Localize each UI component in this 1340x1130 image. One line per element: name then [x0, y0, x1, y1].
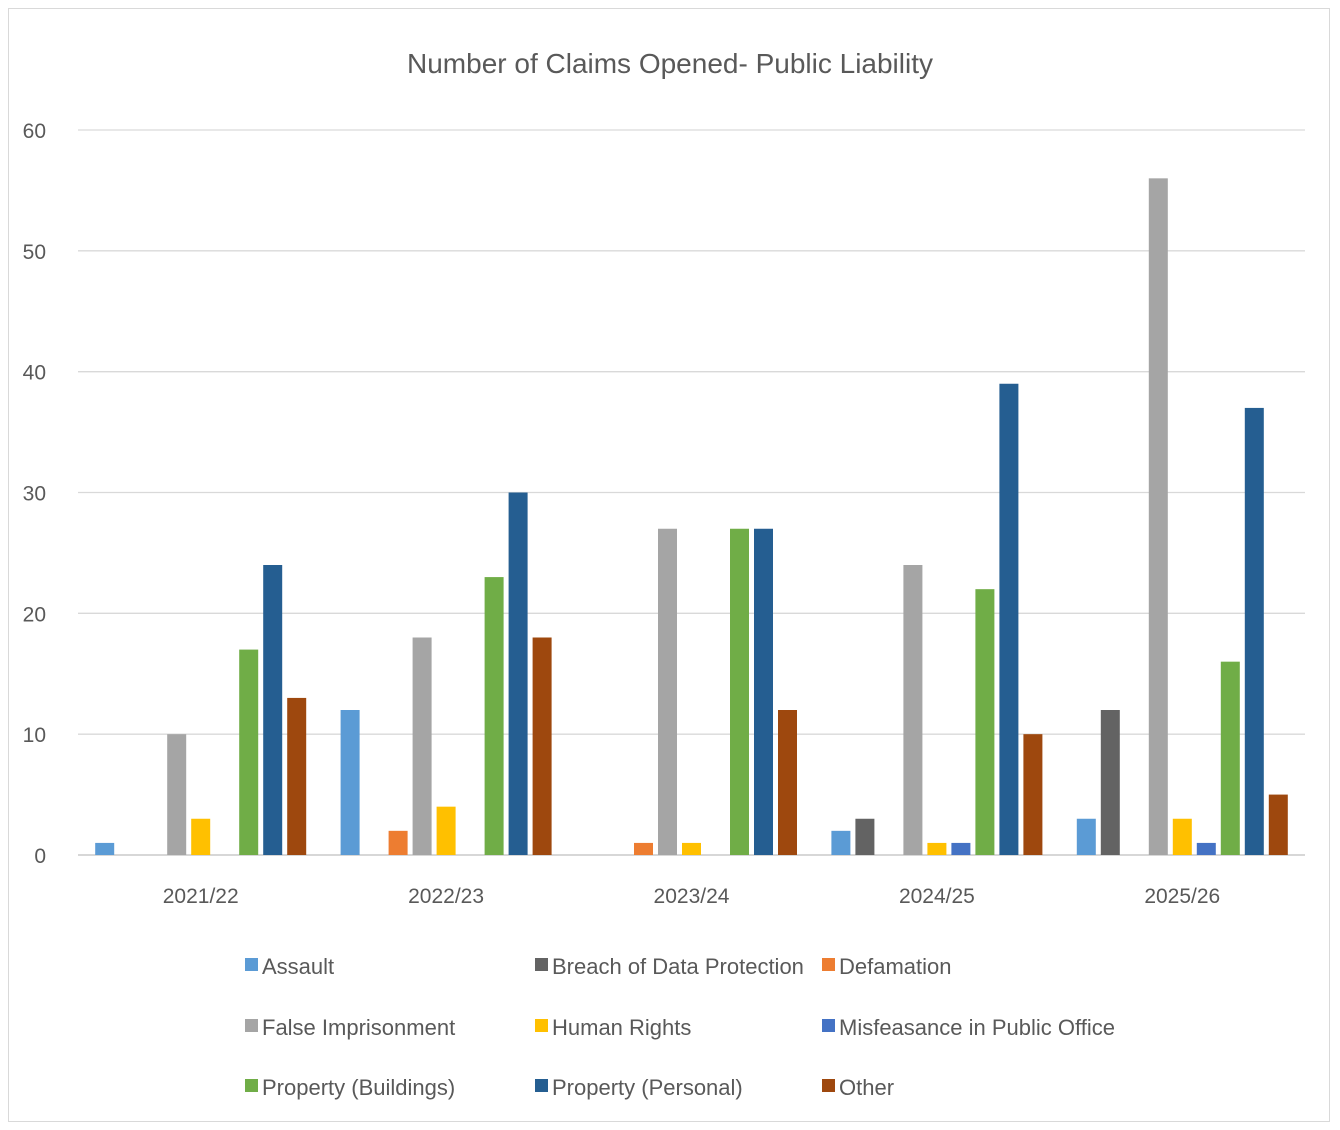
- legend-swatch: [245, 1019, 258, 1032]
- gridlines: [78, 129, 1305, 856]
- legend-label: Breach of Data Protection: [552, 954, 804, 979]
- bar: [1268, 794, 1288, 855]
- bar: [975, 589, 995, 855]
- legend-swatch: [535, 1079, 548, 1092]
- legend-label: Property (Personal): [552, 1075, 743, 1100]
- legend-label: Property (Buildings): [262, 1075, 455, 1100]
- bar: [1023, 734, 1043, 855]
- bar: [95, 842, 115, 855]
- legend-label: False Imprisonment: [262, 1015, 455, 1040]
- bar: [1172, 818, 1192, 855]
- legend-label: Human Rights: [552, 1015, 691, 1040]
- legend-label: Assault: [262, 954, 334, 979]
- legend-swatch: [822, 958, 835, 971]
- bar: [167, 734, 187, 855]
- bar: [239, 649, 259, 855]
- bar: [730, 528, 749, 855]
- bar: [484, 577, 504, 855]
- y-tick-label: 60: [23, 120, 46, 143]
- bar: [754, 528, 773, 855]
- x-axis-ticks: 2021/22 2022/23 2023/24 2024/25 2025/26: [163, 885, 1221, 908]
- bar: [658, 528, 677, 855]
- bar: [388, 830, 408, 855]
- legend-swatch: [245, 958, 258, 971]
- bar: [436, 806, 456, 855]
- bar: [999, 383, 1019, 855]
- bar: [831, 830, 851, 855]
- bar: [634, 842, 653, 855]
- x-tick-label: 2025/26: [1144, 885, 1220, 908]
- bar: [927, 842, 947, 855]
- bar: [682, 842, 701, 855]
- bar: [778, 710, 797, 855]
- bar: [855, 818, 875, 855]
- y-tick-label: 0: [34, 845, 46, 868]
- bar: [1244, 407, 1264, 855]
- bar: [263, 565, 283, 855]
- bar: [1100, 710, 1120, 855]
- x-tick-label: 2021/22: [163, 885, 239, 908]
- bar: [903, 565, 923, 855]
- bar: [1148, 178, 1168, 856]
- y-tick-label: 20: [23, 603, 46, 626]
- bar: [340, 710, 360, 855]
- y-tick-label: 40: [23, 362, 46, 385]
- legend-swatch: [535, 958, 548, 971]
- bar: [1196, 842, 1216, 855]
- legend-swatch: [245, 1079, 258, 1092]
- x-tick-label: 2023/24: [654, 885, 730, 908]
- bar: [287, 697, 307, 855]
- x-tick-label: 2024/25: [899, 885, 975, 908]
- legend-label: Misfeasance in Public Office: [839, 1015, 1115, 1040]
- y-tick-label: 30: [23, 483, 46, 506]
- bar: [1220, 661, 1240, 855]
- bar: [412, 637, 432, 855]
- legend-label: Other: [839, 1075, 894, 1100]
- y-tick-label: 50: [23, 241, 46, 264]
- bar: [1076, 818, 1096, 855]
- legend-swatch: [535, 1019, 548, 1032]
- y-tick-label: 10: [23, 724, 46, 747]
- legend: Assault Breach of Data Protection Defamati…: [245, 954, 1115, 1100]
- legend-swatch: [822, 1019, 835, 1032]
- legend-swatch: [822, 1079, 835, 1092]
- bar: [191, 818, 211, 855]
- bar: [508, 492, 528, 855]
- chart-title: Number of Claims Opened- Public Liabilit…: [407, 48, 933, 79]
- bar: [951, 842, 971, 855]
- y-axis-ticks: 0 10 20 30 40 50 60: [23, 120, 46, 868]
- x-tick-label: 2022/23: [408, 885, 484, 908]
- legend-label: Defamation: [839, 954, 952, 979]
- bar: [532, 637, 552, 855]
- bars: [95, 178, 1288, 856]
